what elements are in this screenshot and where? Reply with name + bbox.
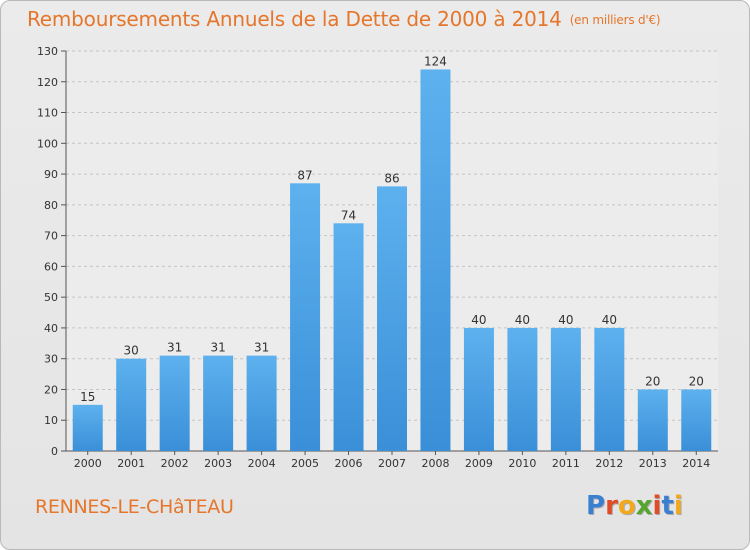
x-tick-label: 2000 bbox=[74, 457, 102, 470]
bar-value-label: 31 bbox=[210, 341, 225, 355]
logo-letter: t bbox=[661, 491, 674, 521]
y-tick-label: 120 bbox=[37, 76, 58, 89]
bar-value-label: 86 bbox=[384, 171, 399, 185]
x-tick-label: 2008 bbox=[421, 457, 449, 470]
x-tick-label: 2004 bbox=[248, 457, 276, 470]
proxiti-logo: Proxiti bbox=[586, 491, 683, 521]
bar bbox=[333, 223, 364, 451]
bar-value-label: 31 bbox=[167, 341, 182, 355]
bar-value-label: 40 bbox=[515, 313, 530, 327]
x-tick-label: 2005 bbox=[291, 457, 319, 470]
x-tick-label: 2014 bbox=[682, 457, 710, 470]
bar bbox=[246, 355, 277, 451]
bar-value-label: 30 bbox=[124, 344, 139, 358]
y-tick-label: 130 bbox=[37, 45, 58, 58]
logo-letter: x bbox=[635, 491, 653, 521]
y-tick-label: 20 bbox=[44, 383, 58, 396]
logo-letter: i bbox=[652, 491, 662, 521]
y-tick-label: 110 bbox=[37, 107, 58, 120]
bar bbox=[72, 404, 103, 451]
x-tick-label: 2010 bbox=[508, 457, 536, 470]
y-tick-label: 50 bbox=[44, 291, 58, 304]
bar-value-label: 87 bbox=[297, 168, 312, 182]
bar bbox=[377, 186, 407, 451]
bar-value-label: 31 bbox=[254, 341, 269, 355]
bar-value-label: 74 bbox=[341, 208, 356, 222]
y-tick-label: 0 bbox=[51, 445, 58, 458]
x-tick-label: 2012 bbox=[595, 457, 623, 470]
x-tick-label: 2002 bbox=[161, 457, 189, 470]
bar-value-label: 124 bbox=[424, 54, 447, 68]
bar bbox=[681, 389, 712, 451]
y-tick-label: 100 bbox=[37, 137, 58, 150]
bar bbox=[203, 355, 234, 451]
commune-name: RENNES-LE-CHâTEAU bbox=[35, 496, 234, 518]
bar-value-label: 20 bbox=[645, 374, 660, 388]
x-tick-label: 2011 bbox=[552, 457, 580, 470]
bar-value-label: 40 bbox=[558, 313, 573, 327]
y-tick-label: 60 bbox=[44, 260, 58, 273]
bar bbox=[463, 327, 494, 451]
y-tick-label: 10 bbox=[44, 414, 58, 427]
bar bbox=[116, 358, 147, 451]
x-tick-label: 2009 bbox=[465, 457, 493, 470]
bar-value-label: 15 bbox=[80, 390, 95, 404]
logo-letter: o bbox=[617, 491, 636, 521]
bar-value-label: 20 bbox=[689, 374, 704, 388]
x-tick-label: 2003 bbox=[204, 457, 232, 470]
bar bbox=[637, 389, 668, 451]
bar bbox=[550, 327, 581, 451]
bar-value-label: 40 bbox=[471, 313, 486, 327]
y-tick-label: 80 bbox=[44, 199, 58, 212]
x-tick-label: 2013 bbox=[639, 457, 667, 470]
bar bbox=[290, 183, 321, 452]
y-tick-label: 70 bbox=[44, 230, 58, 243]
bar-value-label: 40 bbox=[602, 313, 617, 327]
chart-title: Remboursements Annuels de la Dette de 20… bbox=[27, 7, 661, 31]
bar bbox=[594, 327, 625, 451]
y-tick-label: 90 bbox=[44, 168, 58, 181]
bar bbox=[159, 355, 190, 451]
x-tick-label: 2001 bbox=[117, 457, 145, 470]
chart-unit: (en milliers d'€) bbox=[569, 13, 661, 27]
x-tick-label: 2006 bbox=[335, 457, 363, 470]
logo-letter: P bbox=[586, 491, 606, 521]
logo-letter: i bbox=[673, 491, 683, 521]
bar bbox=[420, 69, 451, 451]
y-tick-label: 40 bbox=[44, 322, 58, 335]
x-tick-label: 2007 bbox=[378, 457, 406, 470]
y-tick-label: 30 bbox=[44, 353, 58, 366]
logo-letter: r bbox=[605, 491, 618, 521]
bar bbox=[507, 327, 538, 451]
chart-title-text: Remboursements Annuels de la Dette de 20… bbox=[27, 7, 562, 31]
